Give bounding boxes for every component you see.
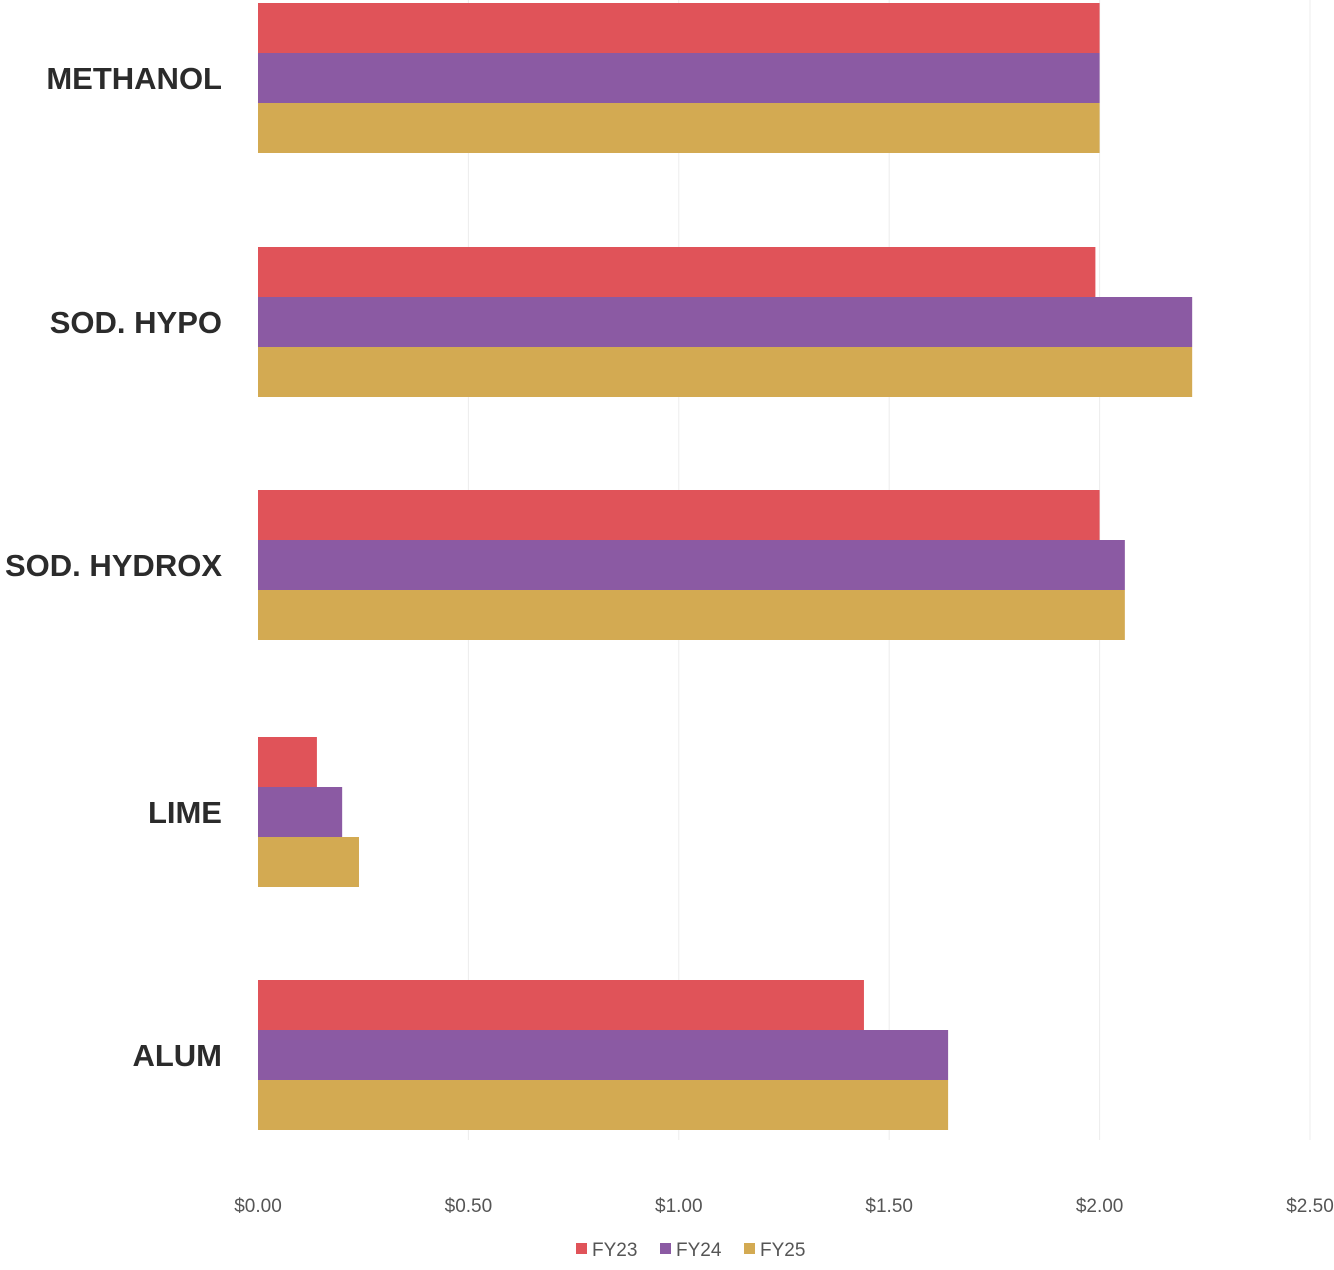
category-label: METHANOL bbox=[46, 61, 222, 96]
bar-fy25-4 bbox=[258, 837, 359, 887]
category-label: SOD. HYDROX bbox=[5, 548, 222, 583]
bar-fy25-2 bbox=[258, 347, 1193, 397]
bar-fy23-2 bbox=[258, 247, 1096, 297]
category-label: SOD. HYPO bbox=[50, 305, 222, 340]
bar-fy25-3 bbox=[258, 590, 1125, 640]
legend-swatch-fy25 bbox=[744, 1243, 755, 1254]
bar-fy25-5 bbox=[258, 1080, 949, 1130]
x-tick-label: $0.00 bbox=[234, 1196, 282, 1217]
x-tick-label: $0.50 bbox=[445, 1196, 493, 1217]
category-labels: METHANOL SOD. HYPO SOD. HYDROX LIME ALUM bbox=[5, 61, 222, 1073]
bar-fy23-1 bbox=[258, 3, 1100, 53]
legend: FY23 FY24 FY25 bbox=[576, 1240, 805, 1261]
bar-fy23-4 bbox=[258, 737, 317, 787]
category-label: LIME bbox=[148, 795, 222, 830]
legend-swatch-fy24 bbox=[660, 1243, 671, 1254]
bar-fy25-1 bbox=[258, 103, 1100, 153]
bar-fy23-3 bbox=[258, 490, 1100, 540]
x-axis-ticks: $0.00 $0.50 $1.00 $1.50 $2.00 $2.50 bbox=[234, 1196, 1334, 1217]
bar-fy24-3 bbox=[258, 540, 1125, 590]
legend-label-fy24: FY24 bbox=[676, 1240, 722, 1261]
x-tick-label: $2.00 bbox=[1076, 1196, 1124, 1217]
bar-fy24-2 bbox=[258, 297, 1193, 347]
bar-fy24-1 bbox=[258, 53, 1100, 103]
bar-fy23-5 bbox=[258, 980, 864, 1030]
legend-label-fy25: FY25 bbox=[760, 1240, 805, 1261]
x-tick-label: $2.50 bbox=[1286, 1196, 1334, 1217]
bar-fy24-5 bbox=[258, 1030, 949, 1080]
legend-label-fy23: FY23 bbox=[592, 1240, 637, 1261]
x-tick-label: $1.50 bbox=[865, 1196, 913, 1217]
bars bbox=[258, 3, 1193, 1130]
x-tick-label: $1.00 bbox=[655, 1196, 703, 1217]
category-label: ALUM bbox=[132, 1038, 222, 1073]
legend-swatch-fy23 bbox=[576, 1243, 587, 1254]
bar-fy24-4 bbox=[258, 787, 343, 837]
